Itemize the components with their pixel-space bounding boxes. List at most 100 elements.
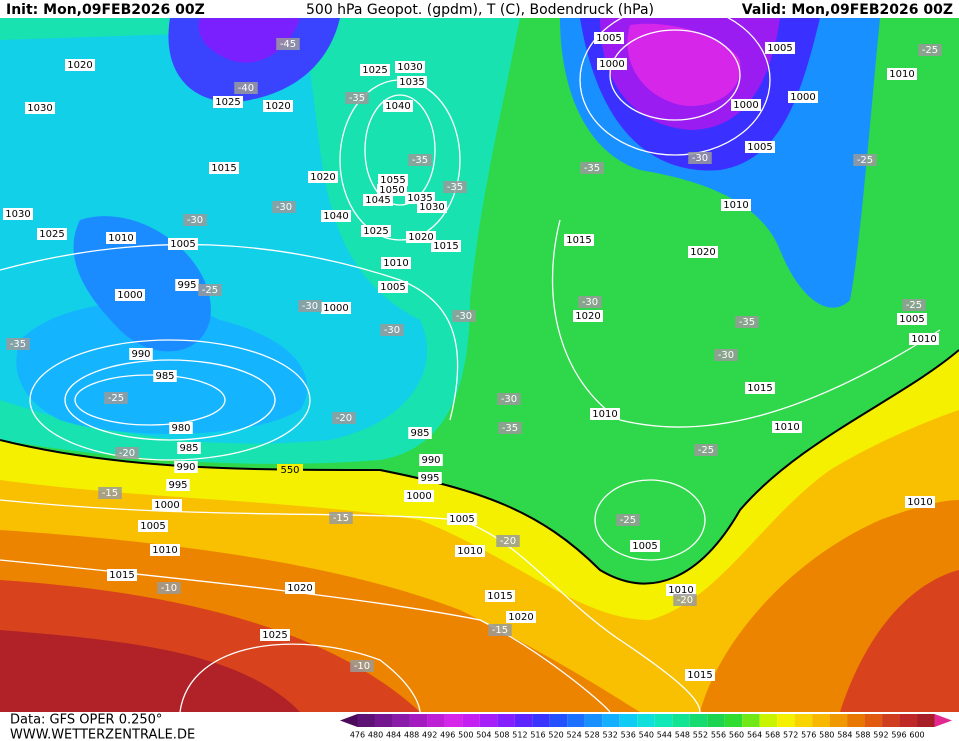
temperature-label: -30 [384,325,400,336]
temperature-label: -20 [336,413,352,424]
pressure-label: 995 [168,480,187,491]
pressure-label: 1015 [566,235,591,246]
pressure-label-box [685,669,715,681]
pressure-label-box [594,32,624,44]
temperature-label-box [6,338,30,350]
init-label: Init: Mon,09FEB2026 00Z [6,2,205,18]
temperature-label: -30 [692,153,708,164]
temperature-label-box [104,392,128,404]
temperature-label-box [497,393,521,405]
temperature-label: -35 [10,339,26,350]
pressure-label: 1040 [385,101,410,112]
temperature-label: -30 [276,202,292,213]
colorbar-tick-label: 536 [621,731,636,740]
isobar [0,559,611,713]
temperature-label-box [298,300,322,312]
pressure-label: 1000 [154,500,179,511]
colorbar-box [742,714,760,727]
pressure-label: 980 [171,423,190,434]
pressure-label-box [745,141,775,153]
colorbar-box [812,714,830,727]
temperature-label: -20 [119,448,135,459]
pressure-label-box [107,569,137,581]
pressure-label-box [381,257,411,269]
colorbar-box [759,714,778,727]
pressure-label: 1010 [592,409,617,420]
pressure-label: 1020 [287,583,312,594]
temperature-label-box [115,447,139,459]
colorbar-box [847,714,865,727]
pressure-label-box [666,584,696,596]
pressure-label-box [377,184,407,196]
temperature-label: -25 [202,285,218,296]
colorbar-box [707,714,725,727]
pressure-label-box [404,490,434,502]
colorbar-box [777,714,795,727]
pressure-label: 985 [155,371,174,382]
pressure-label-box [630,540,660,552]
pressure-label-box [597,58,627,70]
colorbar-arrow [934,714,952,727]
isobar [29,339,311,461]
colorbar-box [864,714,883,727]
pressure-label-box [166,479,190,491]
colorbar-tick-label: 544 [657,731,672,740]
temperature-label-box [345,92,369,104]
colorbar-tick-label: 488 [404,731,419,740]
colorbar-tick-label: 484 [386,731,401,740]
temperature-label-box [580,162,604,174]
temperature-label-box [853,154,877,166]
pressure-label: 990 [421,455,440,466]
temperature-label: -10 [354,661,370,672]
pressure-label: 1000 [323,303,348,314]
temperature-label-box [714,349,738,361]
temperature-label: -30 [302,301,318,312]
temperature-label: -25 [620,515,636,526]
colorbar-tick-label: 532 [603,731,618,740]
pressure-label-box [177,442,201,454]
colorbar-box [619,714,638,727]
pressure-label: 1030 [419,202,444,213]
temperature-label: -25 [857,155,873,166]
pressure-label: 1010 [152,545,177,556]
temperature-label-box [380,324,404,336]
pressure-label: 1025 [362,65,387,76]
temperature-label-box [350,660,374,672]
temperature-label: -40 [238,83,254,94]
pressure-label: 995 [177,280,196,291]
temperature-label-box [488,624,512,636]
colorbar-tick-label: 504 [476,731,491,740]
colorbar-tick-label: 516 [530,731,545,740]
valid-label: Valid: Mon,09FEB2026 00Z [742,2,953,18]
pressure-label-box [378,174,408,186]
colorbar-tick-label: 508 [494,731,509,740]
pressure-label-box [263,100,293,112]
pressure-label: 1025 [215,97,240,108]
temperature-label: -35 [349,93,365,104]
colorbar-box [549,714,568,727]
pressure-label-box [688,246,718,258]
pressure-label: 1005 [380,282,405,293]
temperature-label-box [276,38,300,50]
pressure-label: 1010 [889,69,914,80]
colorbar-tick-label: 572 [783,731,798,740]
isobars [0,4,941,713]
colorbar-tick-label: 568 [765,731,780,740]
colorbar-box [724,714,743,727]
colorbar-tick-label: 580 [819,731,834,740]
temperature-labels: -45 -40 -35 -35 -35 -30 -30 -25 -30 -30 -30 -35 -25 -… [6,38,942,672]
pressure-label-box [887,68,917,80]
pressure-label-box [308,171,338,183]
colorbar-tick-label: 492 [422,731,437,740]
temperature-label-box [332,412,356,424]
temperature-label: -30 [582,297,598,308]
pressure-label-box [3,208,33,220]
data-source: Data: GFS OPER 0.250° [10,713,162,728]
pressure-label: 1025 [262,630,287,641]
temperature-label: -35 [584,163,600,174]
temperature-label: -35 [412,155,428,166]
pressure-label: 1015 [687,670,712,681]
temperature-label-box [329,512,353,524]
pressure-label: 1000 [406,491,431,502]
pressure-label-box [138,520,168,532]
